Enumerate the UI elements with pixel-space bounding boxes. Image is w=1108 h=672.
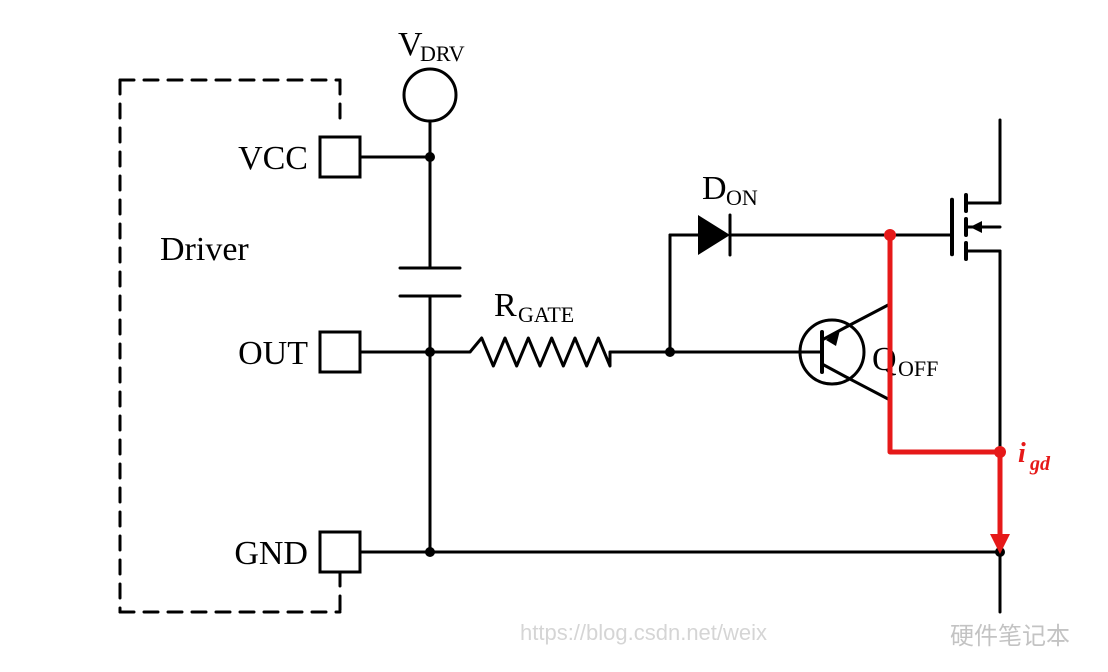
label-don: D <box>702 170 727 207</box>
label-rgate: R <box>494 287 517 324</box>
label-driver: Driver <box>160 231 249 268</box>
label-gnd: GND <box>234 535 308 572</box>
label-out: OUT <box>238 335 308 372</box>
svg-text:GATE: GATE <box>518 302 574 327</box>
label-qoff: Q <box>872 341 897 378</box>
label-vcc: VCC <box>238 140 308 177</box>
circuit-diagram: VCCOUTGNDDriverVDRVRGATEDONQOFFigd <box>0 0 1108 672</box>
svg-text:ON: ON <box>726 185 758 210</box>
svg-text:OFF: OFF <box>898 356 938 381</box>
svg-text:gd: gd <box>1029 453 1051 475</box>
label-igd: i <box>1018 438 1026 469</box>
svg-text:DRV: DRV <box>420 41 465 66</box>
